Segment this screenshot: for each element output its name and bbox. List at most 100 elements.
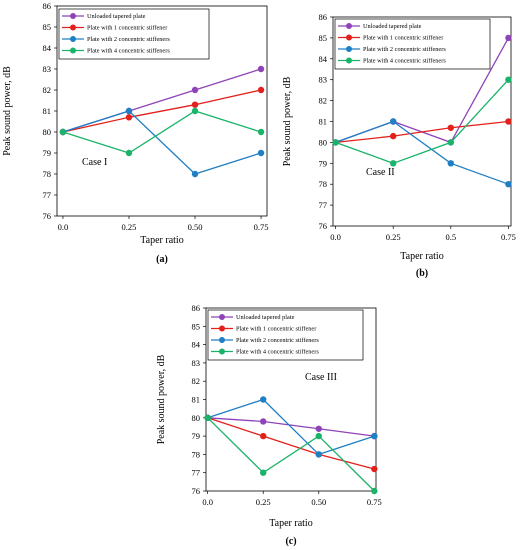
legend-label: Plate with 2 concentric stiffeners <box>363 46 446 53</box>
x-tick-label: 0.75 <box>254 222 269 232</box>
case-annotation: Case I <box>82 157 107 168</box>
data-point <box>389 118 397 125</box>
y-tick-label: 84 <box>319 54 328 64</box>
data-point <box>257 65 265 73</box>
x-tick-label: 0.0 <box>330 232 341 242</box>
x-axis-label: Taper ratio <box>400 251 443 262</box>
legend-swatch-marker <box>346 46 352 52</box>
data-point <box>125 107 133 115</box>
y-tick-label: 76 <box>319 221 328 231</box>
y-axis-label: Peak sound power, dB <box>2 66 13 156</box>
series-line-2 <box>62 89 262 133</box>
y-tick-label: 82 <box>319 96 328 106</box>
legend-swatch-marker <box>219 325 225 332</box>
legend-swatch-marker <box>70 36 76 42</box>
data-point <box>371 465 378 473</box>
legend-box <box>207 309 364 361</box>
data-point <box>389 132 397 140</box>
y-tick-label: 82 <box>43 85 52 95</box>
y-tick-label: 76 <box>192 486 201 496</box>
y-tick-label: 77 <box>319 200 328 210</box>
y-tick-label: 77 <box>192 468 201 478</box>
data-point <box>389 160 397 167</box>
legend-label: Plate with 2 concentric stiffeners <box>236 337 319 344</box>
y-tick-label: 83 <box>319 75 328 85</box>
data-point <box>315 432 322 440</box>
legend-label: Unloaded tapered plate <box>87 13 146 20</box>
x-axis-label: Taper ratio <box>269 518 312 529</box>
x-tick-label: 0.75 <box>501 232 516 242</box>
y-tick-label: 82 <box>192 376 201 386</box>
data-point <box>447 160 455 167</box>
data-point <box>447 124 455 131</box>
y-tick-label: 85 <box>43 22 52 32</box>
series-line-2 <box>207 417 375 470</box>
y-tick-label: 85 <box>192 321 201 331</box>
x-tick-label: 0.25 <box>122 222 137 232</box>
y-tick-label: 86 <box>192 303 201 313</box>
series-line-4 <box>207 417 375 492</box>
y-tick-label: 79 <box>319 158 328 168</box>
y-tick-label: 78 <box>192 449 201 459</box>
legend-box <box>334 18 491 70</box>
x-axis-label: Taper ratio <box>140 235 183 246</box>
data-point <box>371 487 378 495</box>
x-tick-label: 0.25 <box>386 232 401 242</box>
series-line-1 <box>207 417 375 437</box>
legend-swatch-marker <box>219 337 225 343</box>
data-point <box>191 101 199 108</box>
y-tick-label: 84 <box>43 43 52 53</box>
x-tick-label: 0.50 <box>311 497 326 507</box>
data-point <box>260 418 267 425</box>
legend-label: Plate with 4 concentric stiffeners <box>236 349 319 356</box>
y-tick-label: 83 <box>192 358 201 368</box>
y-tick-label: 86 <box>43 1 52 11</box>
x-tick-label: 0.50 <box>188 222 203 232</box>
legend-swatch-marker <box>219 314 225 320</box>
y-axis-label: Peak sound power, dB <box>282 76 293 166</box>
series-line-3 <box>207 398 375 456</box>
data-point <box>505 34 512 42</box>
x-tick-label: 0.75 <box>367 497 382 507</box>
legend-swatch-marker <box>70 13 76 19</box>
legend-swatch-marker <box>346 34 352 41</box>
data-point <box>257 86 265 94</box>
data-point <box>447 139 455 146</box>
chart-panel-2: 76 77 78 79 80 81 82 83 84 85 86 0.0 0.25 0.5 0.75 Tape… <box>282 12 516 279</box>
data-point <box>260 469 267 476</box>
series-line-2 <box>335 120 509 144</box>
legend-label: Unloaded tapered plate <box>236 314 295 321</box>
case-annotation: Case II <box>366 167 395 178</box>
y-tick-label: 84 <box>192 340 201 350</box>
y-tick-label: 79 <box>192 431 201 441</box>
y-tick-label: 78 <box>319 179 328 189</box>
data-point <box>505 181 512 188</box>
legend-label: Unloaded tapered plate <box>363 23 422 30</box>
y-tick-label: 76 <box>43 211 52 221</box>
legend-label: Plate with 2 concentric stiffeners <box>87 36 170 43</box>
legend-label: Plate with 4 concentric stiffeners <box>87 48 170 55</box>
chart-panel-3: 76 77 78 79 80 81 82 83 84 85 86 0.0 0.25 0.50 0.75 Tap… <box>156 303 382 547</box>
data-point <box>257 128 265 136</box>
data-point <box>371 432 378 440</box>
series-line-3 <box>62 110 262 175</box>
y-tick-label: 81 <box>319 117 328 127</box>
x-tick-label: 0.0 <box>202 497 213 507</box>
legend-swatch-marker <box>219 348 225 355</box>
data-point <box>125 149 133 157</box>
x-tick-label: 0.0 <box>58 222 69 232</box>
y-tick-label: 78 <box>43 169 52 179</box>
y-tick-label: 79 <box>43 148 52 158</box>
legend-swatch-marker <box>346 23 352 29</box>
series-line-4 <box>62 110 262 154</box>
data-point <box>191 107 199 115</box>
series-line-3 <box>335 120 509 185</box>
y-tick-label: 83 <box>43 64 52 74</box>
legend-swatch-marker <box>70 47 76 54</box>
chart-panel-1: 76 77 78 79 80 81 82 83 84 85 86 0.0 0.25 0.50 0.75 Tap… <box>2 1 268 265</box>
y-tick-label: 85 <box>319 33 328 43</box>
case-annotation: Case III <box>305 372 337 383</box>
y-axis-label: Peak sound power, dB <box>156 354 167 444</box>
data-point <box>505 118 512 125</box>
